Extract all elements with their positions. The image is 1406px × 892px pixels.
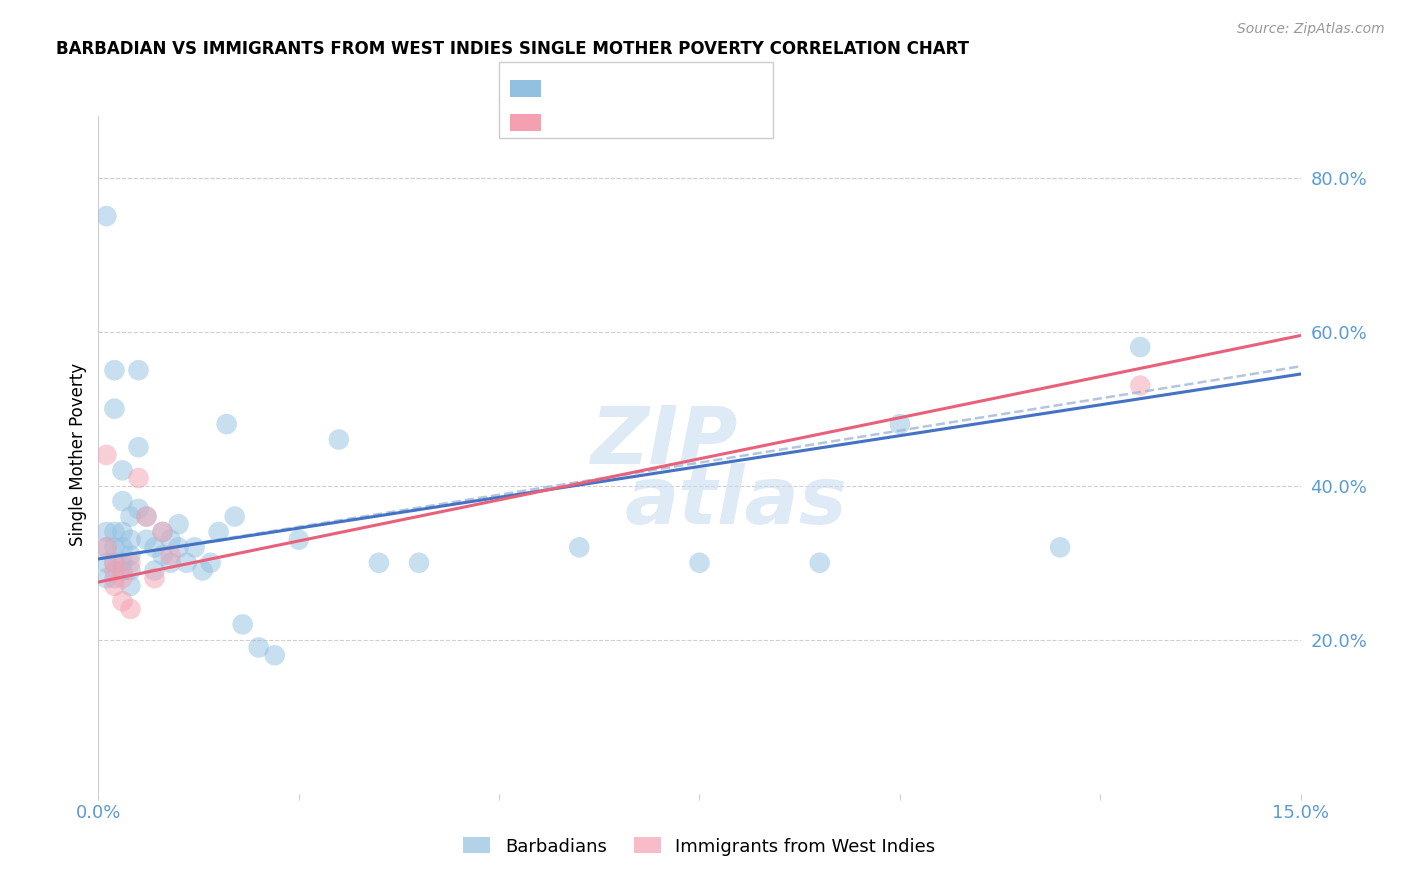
Point [103, 564, 125, 578]
Point [191, 564, 214, 578]
Point [159, 548, 181, 562]
Legend: Barbadians, Immigrants from West Indies: Barbadians, Immigrants from West Indies [456, 830, 943, 863]
Point [96, 209, 118, 223]
Point [111, 541, 134, 555]
Point [208, 524, 231, 539]
Point [103, 579, 125, 593]
Text: R =: R = [550, 108, 586, 126]
Point [103, 556, 125, 570]
Point [96, 556, 118, 570]
Text: 0.193: 0.193 [588, 74, 640, 92]
Point [1129, 340, 1152, 354]
Point [128, 363, 150, 377]
Point [128, 501, 150, 516]
Text: Source: ZipAtlas.com: Source: ZipAtlas.com [1237, 22, 1385, 37]
Point [689, 556, 711, 570]
Point [159, 533, 181, 547]
Point [120, 509, 142, 524]
Point [143, 564, 166, 578]
Point [111, 571, 134, 585]
Point [215, 417, 238, 431]
Point [103, 541, 125, 555]
Point [232, 617, 254, 632]
Point [263, 648, 285, 663]
Point [111, 524, 134, 539]
Point [135, 509, 157, 524]
Point [143, 571, 166, 585]
Point [224, 509, 246, 524]
Point [103, 556, 125, 570]
Point [120, 579, 142, 593]
Point [103, 571, 125, 585]
Point [152, 524, 174, 539]
Point [368, 556, 391, 570]
Point [889, 417, 911, 431]
Point [96, 448, 118, 462]
Point [111, 594, 134, 608]
Point [200, 556, 222, 570]
Text: 15: 15 [693, 108, 716, 126]
Point [120, 564, 142, 578]
Point [176, 556, 198, 570]
Point [288, 533, 311, 547]
Point [120, 602, 142, 616]
Point [111, 463, 134, 477]
Point [135, 533, 157, 547]
Point [96, 541, 118, 555]
Point [128, 440, 150, 454]
Point [167, 541, 190, 555]
Point [152, 548, 174, 562]
Point [408, 556, 430, 570]
Point [152, 524, 174, 539]
Point [96, 541, 118, 555]
Point [96, 571, 118, 585]
Text: 56: 56 [693, 74, 716, 92]
Point [159, 556, 181, 570]
Point [111, 564, 134, 578]
Point [135, 509, 157, 524]
Text: BARBADIAN VS IMMIGRANTS FROM WEST INDIES SINGLE MOTHER POVERTY CORRELATION CHART: BARBADIAN VS IMMIGRANTS FROM WEST INDIES… [56, 40, 969, 58]
Text: ZIP: ZIP [589, 402, 737, 481]
Text: N =: N = [647, 74, 695, 92]
Point [120, 556, 142, 570]
Point [111, 556, 134, 570]
Text: R =: R = [550, 74, 586, 92]
Point [103, 401, 125, 416]
Text: atlas: atlas [624, 463, 846, 541]
Point [568, 541, 591, 555]
Point [247, 640, 270, 655]
Point [328, 433, 350, 447]
Point [103, 363, 125, 377]
Text: N =: N = [647, 108, 695, 126]
Point [1049, 541, 1071, 555]
Point [96, 524, 118, 539]
Point [143, 541, 166, 555]
Text: 0.568: 0.568 [588, 108, 640, 126]
Point [808, 556, 831, 570]
Point [120, 533, 142, 547]
Y-axis label: Single Mother Poverty: Single Mother Poverty [69, 363, 87, 547]
Point [183, 541, 205, 555]
Point [111, 494, 134, 508]
Point [167, 517, 190, 532]
Point [128, 471, 150, 485]
Point [103, 524, 125, 539]
Point [1129, 378, 1152, 392]
Point [120, 548, 142, 562]
